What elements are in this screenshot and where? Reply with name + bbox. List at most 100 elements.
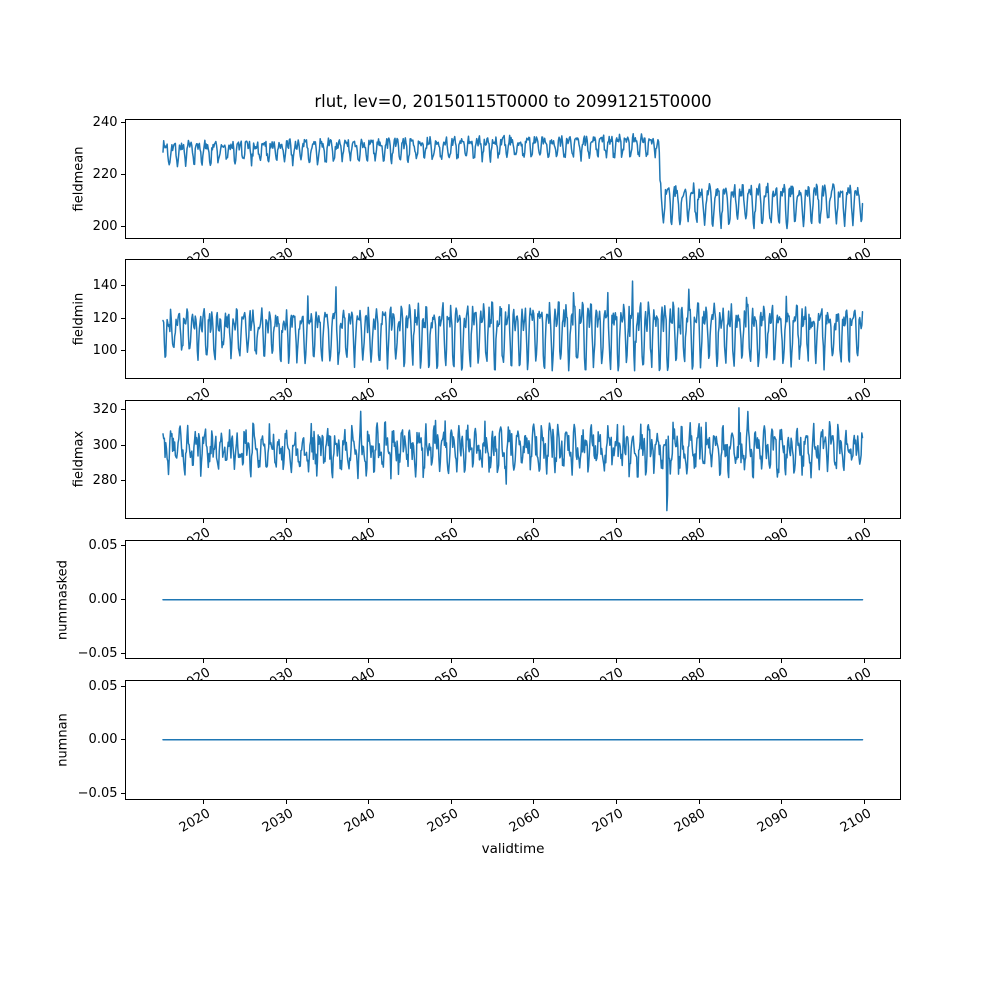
x-tick-mark — [615, 659, 617, 664]
x-tick-label: 2100 — [837, 805, 874, 836]
y-tick-label: 240 — [92, 115, 118, 131]
subplot-nummasked: nummasked 0.050.00−0.0520202030204020502… — [0, 538, 1000, 700]
y-tick-label: 0.00 — [88, 592, 118, 608]
y-tick-label: 0.05 — [88, 678, 118, 694]
y-tick-mark — [121, 284, 125, 286]
y-tick-mark — [121, 685, 125, 687]
x-tick-mark — [368, 238, 370, 243]
axes-box-fieldmin — [125, 259, 901, 379]
y-tick-mark — [121, 545, 125, 547]
x-tick-mark — [533, 799, 535, 804]
x-tick-mark — [698, 799, 700, 804]
x-tick-mark — [203, 659, 205, 664]
y-tick-mark — [121, 444, 125, 446]
x-tick-mark — [368, 519, 370, 524]
y-tick-mark — [121, 480, 125, 482]
y-tick-label: −0.05 — [77, 645, 118, 661]
x-tick-mark — [450, 659, 452, 664]
y-tick-mark — [121, 226, 125, 228]
x-axis-label: validtime — [481, 841, 545, 857]
series-line-fieldmax — [162, 406, 864, 511]
x-tick-mark — [863, 378, 865, 383]
x-tick-label: 2050 — [424, 805, 461, 836]
x-tick-mark — [450, 519, 452, 524]
x-tick-mark — [285, 799, 287, 804]
subplot-numnan: numnan 0.05 0.00 −0.05 2020 2030 2040 2050 2060… — [0, 678, 1000, 840]
x-tick-mark — [615, 519, 617, 524]
y-tick-mark — [121, 652, 125, 654]
subplot-fieldmin: fieldmin 1401201002020203020402050206020… — [0, 259, 1000, 419]
x-tick-label: 2070 — [589, 805, 626, 836]
y-tick-label: 0.00 — [88, 732, 118, 748]
x-tick-mark — [615, 799, 617, 804]
x-tick-mark — [368, 378, 370, 383]
x-tick-mark — [450, 378, 452, 383]
y-tick-mark — [121, 793, 125, 795]
x-tick-mark — [533, 238, 535, 243]
x-tick-label: 2020 — [176, 805, 214, 836]
axes-box-fieldmean — [125, 119, 901, 239]
x-tick-mark — [863, 238, 865, 243]
x-tick-mark — [285, 378, 287, 383]
y-tick-label: 200 — [92, 219, 118, 235]
y-tick-mark — [121, 350, 125, 352]
x-tick-mark — [863, 799, 865, 804]
series-line-numnan — [162, 739, 864, 741]
y-tick-label: −0.05 — [77, 786, 118, 802]
x-tick-label: 2080 — [672, 805, 709, 836]
x-tick-mark — [533, 378, 535, 383]
y-tick-mark — [121, 408, 125, 410]
y-tick-mark — [121, 599, 125, 601]
y-tick-label: 140 — [92, 277, 118, 293]
axes-box-numnan — [125, 680, 901, 800]
x-tick-mark — [781, 519, 783, 524]
x-tick-mark — [533, 659, 535, 664]
x-tick-mark — [450, 238, 452, 243]
series-line-nummasked — [162, 598, 864, 601]
x-tick-mark — [863, 519, 865, 524]
chart-title: rlut, lev=0, 20150115T0000 to 20991215T0… — [314, 92, 712, 111]
series-line-fieldmean — [162, 132, 864, 230]
x-tick-mark — [368, 799, 370, 804]
x-tick-mark — [863, 659, 865, 664]
x-tick-mark — [698, 659, 700, 664]
x-tick-mark — [533, 519, 535, 524]
x-tick-label: 2030 — [259, 805, 296, 836]
x-tick-mark — [615, 238, 617, 243]
x-tick-mark — [781, 238, 783, 243]
y-tick-mark — [121, 317, 125, 319]
x-tick-mark — [698, 238, 700, 243]
x-tick-label: 2040 — [342, 805, 379, 836]
y-tick-label: 220 — [92, 167, 118, 183]
subplot-fieldmax: fieldmax 3203002802020203020402050206020… — [0, 399, 1000, 560]
x-tick-mark — [781, 659, 783, 664]
x-tick-mark — [698, 378, 700, 383]
subplot-fieldmean: fieldmean 240220200202020302040205020602… — [0, 115, 1000, 279]
x-tick-mark — [285, 238, 287, 243]
axes-box-fieldmax — [125, 399, 901, 520]
x-tick-mark — [285, 659, 287, 664]
x-tick-label: 2060 — [507, 805, 544, 836]
x-tick-mark — [781, 799, 783, 804]
y-tick-label: 280 — [92, 473, 118, 489]
x-tick-mark — [450, 799, 452, 804]
x-tick-mark — [698, 519, 700, 524]
x-tick-mark — [203, 378, 205, 383]
series-line-fieldmin — [162, 280, 864, 372]
y-tick-label: 0.05 — [88, 538, 118, 554]
x-tick-label: 2090 — [755, 805, 792, 836]
x-tick-mark — [615, 378, 617, 383]
x-tick-mark — [203, 519, 205, 524]
x-tick-mark — [368, 659, 370, 664]
y-tick-mark — [121, 122, 125, 124]
y-tick-mark — [121, 174, 125, 176]
y-tick-label: 300 — [92, 437, 118, 453]
x-tick-mark — [203, 238, 205, 243]
y-tick-mark — [121, 739, 125, 741]
x-tick-mark — [203, 799, 205, 804]
y-tick-label: 100 — [92, 343, 118, 359]
y-tick-label: 120 — [92, 310, 118, 326]
x-tick-mark — [285, 519, 287, 524]
x-tick-mark — [781, 378, 783, 383]
